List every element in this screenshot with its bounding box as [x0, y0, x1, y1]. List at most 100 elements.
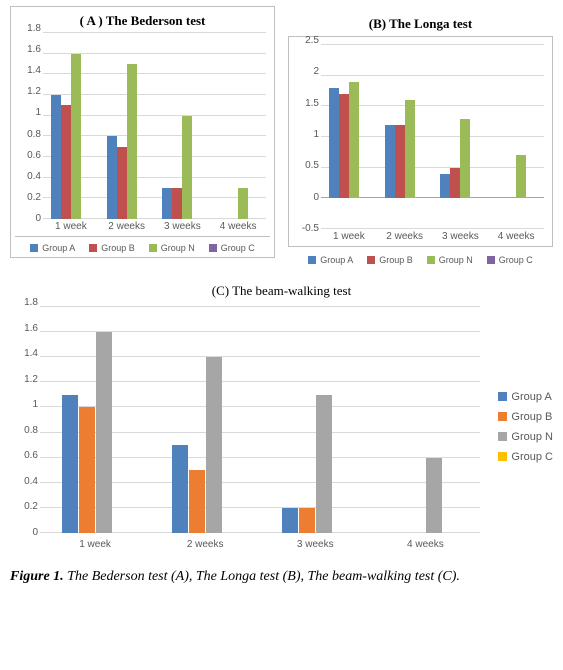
- bar: [516, 155, 526, 198]
- xtick-label: 1 week: [321, 231, 377, 242]
- ytick-label: 0: [8, 528, 38, 538]
- legend-label: Group N: [511, 431, 553, 443]
- chart-a-xticks: 1 week2 weeks3 weeks4 weeks: [43, 221, 266, 232]
- bar: [107, 136, 117, 219]
- xtick-label: 2 weeks: [150, 539, 260, 550]
- bar: [206, 357, 222, 533]
- chart-c-legend: Group A Group B Group N Group C: [498, 391, 553, 463]
- bar: [282, 508, 298, 533]
- bar: [349, 82, 359, 199]
- ytick-label: 0.4: [13, 172, 41, 182]
- caption-text: The Bederson test (A), The Longa test (B…: [64, 569, 460, 584]
- legend-swatch: [209, 244, 217, 252]
- bar: [127, 64, 137, 219]
- chart-a-yaxis: 00.20.40.60.811.21.41.61.8: [15, 29, 43, 219]
- ytick-label: 0.8: [13, 130, 41, 140]
- ytick-label: 0.2: [13, 193, 41, 203]
- legend-swatch: [149, 244, 157, 252]
- bar: [162, 188, 172, 219]
- bars-row: [43, 33, 266, 219]
- ytick-label: 1: [8, 400, 38, 410]
- legend-item: Group A: [498, 391, 553, 403]
- legend-label: Group B: [379, 255, 413, 265]
- legend-label: Group B: [511, 411, 552, 423]
- ytick-label: 1.6: [13, 45, 41, 55]
- legend-swatch: [427, 256, 435, 264]
- xtick-label: 2 weeks: [99, 221, 155, 232]
- xtick-label: 1 week: [40, 539, 150, 550]
- ytick-label: 1.4: [8, 349, 38, 359]
- panel-a: ( A ) The Bederson test 00.20.40.60.811.…: [10, 6, 275, 269]
- bar: [96, 332, 112, 533]
- legend-item: Group B: [498, 411, 553, 423]
- bars-row: [40, 307, 480, 533]
- ytick-label: -0.5: [291, 224, 319, 234]
- bar: [395, 125, 405, 199]
- xtick-label: 4 weeks: [488, 231, 544, 242]
- legend-item: Group N: [498, 431, 553, 443]
- caption-prefix: Figure 1.: [10, 569, 64, 584]
- legend-item: Group C: [209, 243, 255, 253]
- ytick-label: 1.2: [13, 87, 41, 97]
- legend-swatch: [498, 432, 507, 441]
- chart-b-xticks: 1 week2 weeks3 weeks4 weeks: [321, 231, 544, 242]
- ytick-label: 1.5: [291, 99, 319, 109]
- legend-label: Group N: [439, 255, 473, 265]
- legend-item: Group A: [308, 255, 353, 265]
- chart-c-plot: 00.20.40.60.811.21.41.61.8: [10, 303, 486, 533]
- chart-a-plot: 00.20.40.60.811.21.41.61.8: [15, 29, 270, 219]
- bar: [51, 95, 61, 219]
- bar: [316, 395, 332, 533]
- bar: [329, 88, 339, 198]
- chart-b-yaxis: -0.500.511.522.5: [293, 41, 321, 229]
- bar: [450, 168, 460, 199]
- chart-b-title: (B) The Longa test: [288, 16, 553, 32]
- legend-swatch: [498, 392, 507, 401]
- legend-item: Group C: [498, 451, 553, 463]
- bar: [172, 445, 188, 533]
- ytick-label: 0.6: [8, 451, 38, 461]
- bar: [460, 119, 470, 199]
- legend-swatch: [30, 244, 38, 252]
- bar: [182, 116, 192, 219]
- bars-row: [321, 45, 544, 229]
- bar: [172, 188, 182, 219]
- chart-c-yaxis: 00.20.40.60.811.21.41.61.8: [10, 303, 40, 533]
- bar: [405, 100, 415, 198]
- legend-label: Group B: [101, 243, 135, 253]
- ytick-label: 0.6: [13, 151, 41, 161]
- ytick-label: 0.5: [291, 161, 319, 171]
- chart-a-legend: Group AGroup BGroup NGroup C: [15, 236, 270, 257]
- top-row: ( A ) The Bederson test 00.20.40.60.811.…: [10, 6, 553, 269]
- legend-swatch: [308, 256, 316, 264]
- chart-b-canvas: [321, 45, 544, 229]
- xtick-label: 1 week: [43, 221, 99, 232]
- ytick-label: 0.2: [8, 502, 38, 512]
- legend-swatch: [367, 256, 375, 264]
- bar: [238, 188, 248, 219]
- bar: [426, 458, 442, 533]
- chart-a-title: ( A ) The Bederson test: [15, 13, 270, 29]
- ytick-label: 1.2: [8, 375, 38, 385]
- legend-label: Group C: [511, 451, 553, 463]
- panel-b: (B) The Longa test -0.500.511.522.5 1 we…: [288, 6, 553, 269]
- chart-b-plot: -0.500.511.522.5: [293, 41, 548, 229]
- bar: [71, 54, 81, 219]
- legend-item: Group B: [367, 255, 413, 265]
- panel-c-row: 00.20.40.60.811.21.41.61.8 1 week2 weeks…: [10, 303, 553, 550]
- chart-c-xticks: 1 week2 weeks3 weeks4 weeks: [40, 539, 480, 550]
- chart-a-canvas: [43, 33, 266, 219]
- ytick-label: 1: [13, 108, 41, 118]
- legend-item: Group N: [427, 255, 473, 265]
- xtick-label: 3 weeks: [433, 231, 489, 242]
- legend-item: Group B: [89, 243, 135, 253]
- bar: [61, 105, 71, 219]
- bar: [299, 508, 315, 533]
- legend-item: Group C: [487, 255, 533, 265]
- figure-caption: Figure 1. The Bederson test (A), The Lon…: [10, 568, 553, 586]
- ytick-label: 1.8: [8, 298, 38, 308]
- ytick-label: 1.8: [13, 24, 41, 34]
- legend-swatch: [487, 256, 495, 264]
- bar: [117, 147, 127, 219]
- legend-swatch: [89, 244, 97, 252]
